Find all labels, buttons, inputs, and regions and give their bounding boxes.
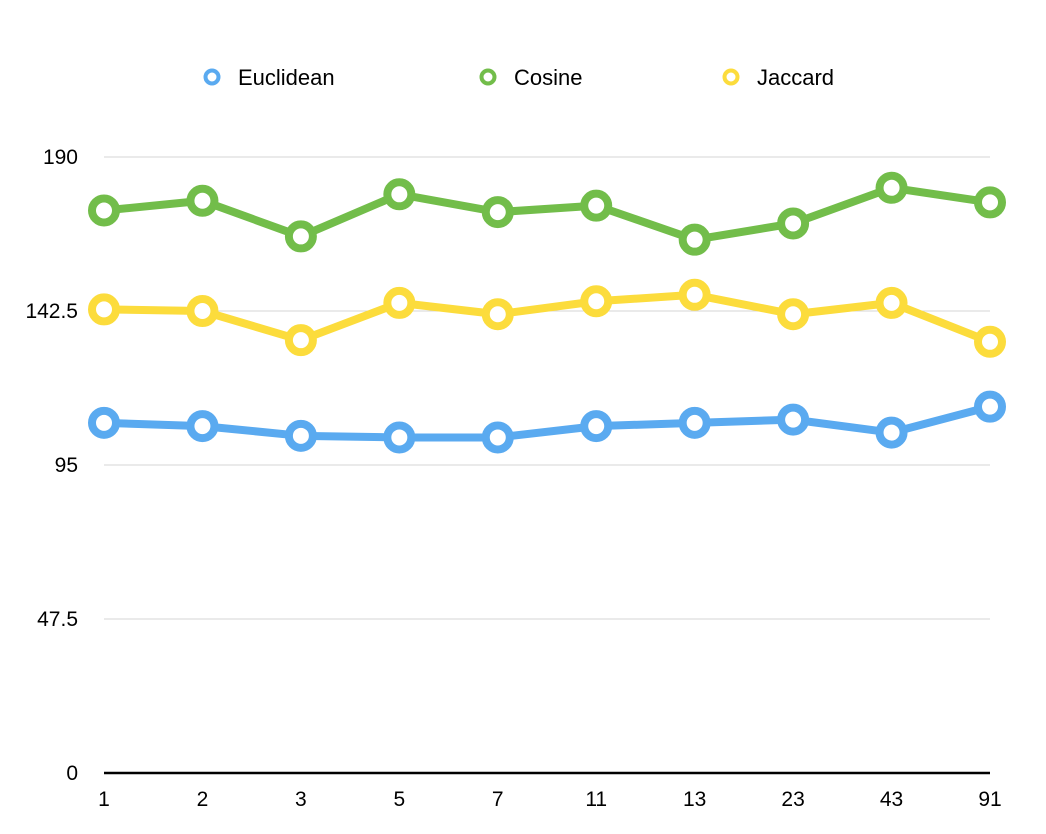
data-point [777,298,810,331]
data-point [481,421,514,454]
x-axis: 1 2 3 5 7 11 13 23 43 91 [98,771,1002,811]
data-point [875,171,908,204]
x-tick-label: 23 [781,788,804,811]
y-axis: 0 47.5 95 142.5 190 [25,146,78,785]
data-point [580,410,613,443]
series-jaccard [88,278,1006,358]
series-layer [88,171,1006,454]
gridlines [104,156,990,620]
data-point [481,196,514,229]
data-point [580,189,613,222]
data-point [186,295,219,327]
legend-item-cosine: Cosine [479,65,582,90]
legend-item-euclidean: Euclidean [203,65,335,90]
legend-label: Cosine [514,65,582,90]
data-point [875,416,908,449]
y-tick-label: 47.5 [37,608,78,631]
data-point [580,285,613,318]
y-tick-label: 95 [55,454,78,477]
data-point [186,184,219,217]
data-point [284,419,317,452]
data-point [678,406,711,439]
legend-marker [722,68,740,86]
data-point [777,207,810,240]
x-tick-label: 7 [492,788,504,811]
y-tick-label: 0 [66,762,78,785]
data-point [777,403,810,436]
data-point [186,410,219,443]
x-tick-label: 13 [683,788,706,811]
data-point [383,286,416,319]
data-point [678,278,711,311]
data-point [678,223,711,256]
y-tick-label: 142.5 [25,300,78,323]
x-tick-label: 3 [295,788,307,811]
data-point [974,325,1006,358]
x-tick-label: 43 [880,788,903,811]
x-tick-label: 5 [393,788,405,811]
legend-marker [479,68,497,86]
data-point [383,421,416,454]
data-point [974,390,1006,423]
data-point [88,406,120,439]
data-point [974,186,1006,219]
x-tick-label: 11 [585,788,607,811]
series-euclidean [88,390,1006,454]
x-tick-label: 91 [978,788,1001,811]
legend-marker [203,68,221,86]
data-point [284,220,317,253]
legend: Euclidean Cosine Jaccard [203,65,834,90]
x-tick-label: 2 [197,788,209,811]
series-line [100,290,994,346]
data-point [875,286,908,319]
series-cosine [88,171,1006,256]
data-point [284,324,317,357]
data-point [88,194,120,227]
data-point [88,293,120,326]
data-point [481,298,514,331]
legend-item-jaccard: Jaccard [722,65,834,90]
x-tick-label: 1 [98,788,110,811]
series-line [100,183,994,244]
y-tick-label: 190 [43,146,78,169]
series-line [100,402,994,442]
data-point [383,178,416,211]
legend-label: Jaccard [757,65,834,90]
legend-label: Euclidean [238,65,335,90]
